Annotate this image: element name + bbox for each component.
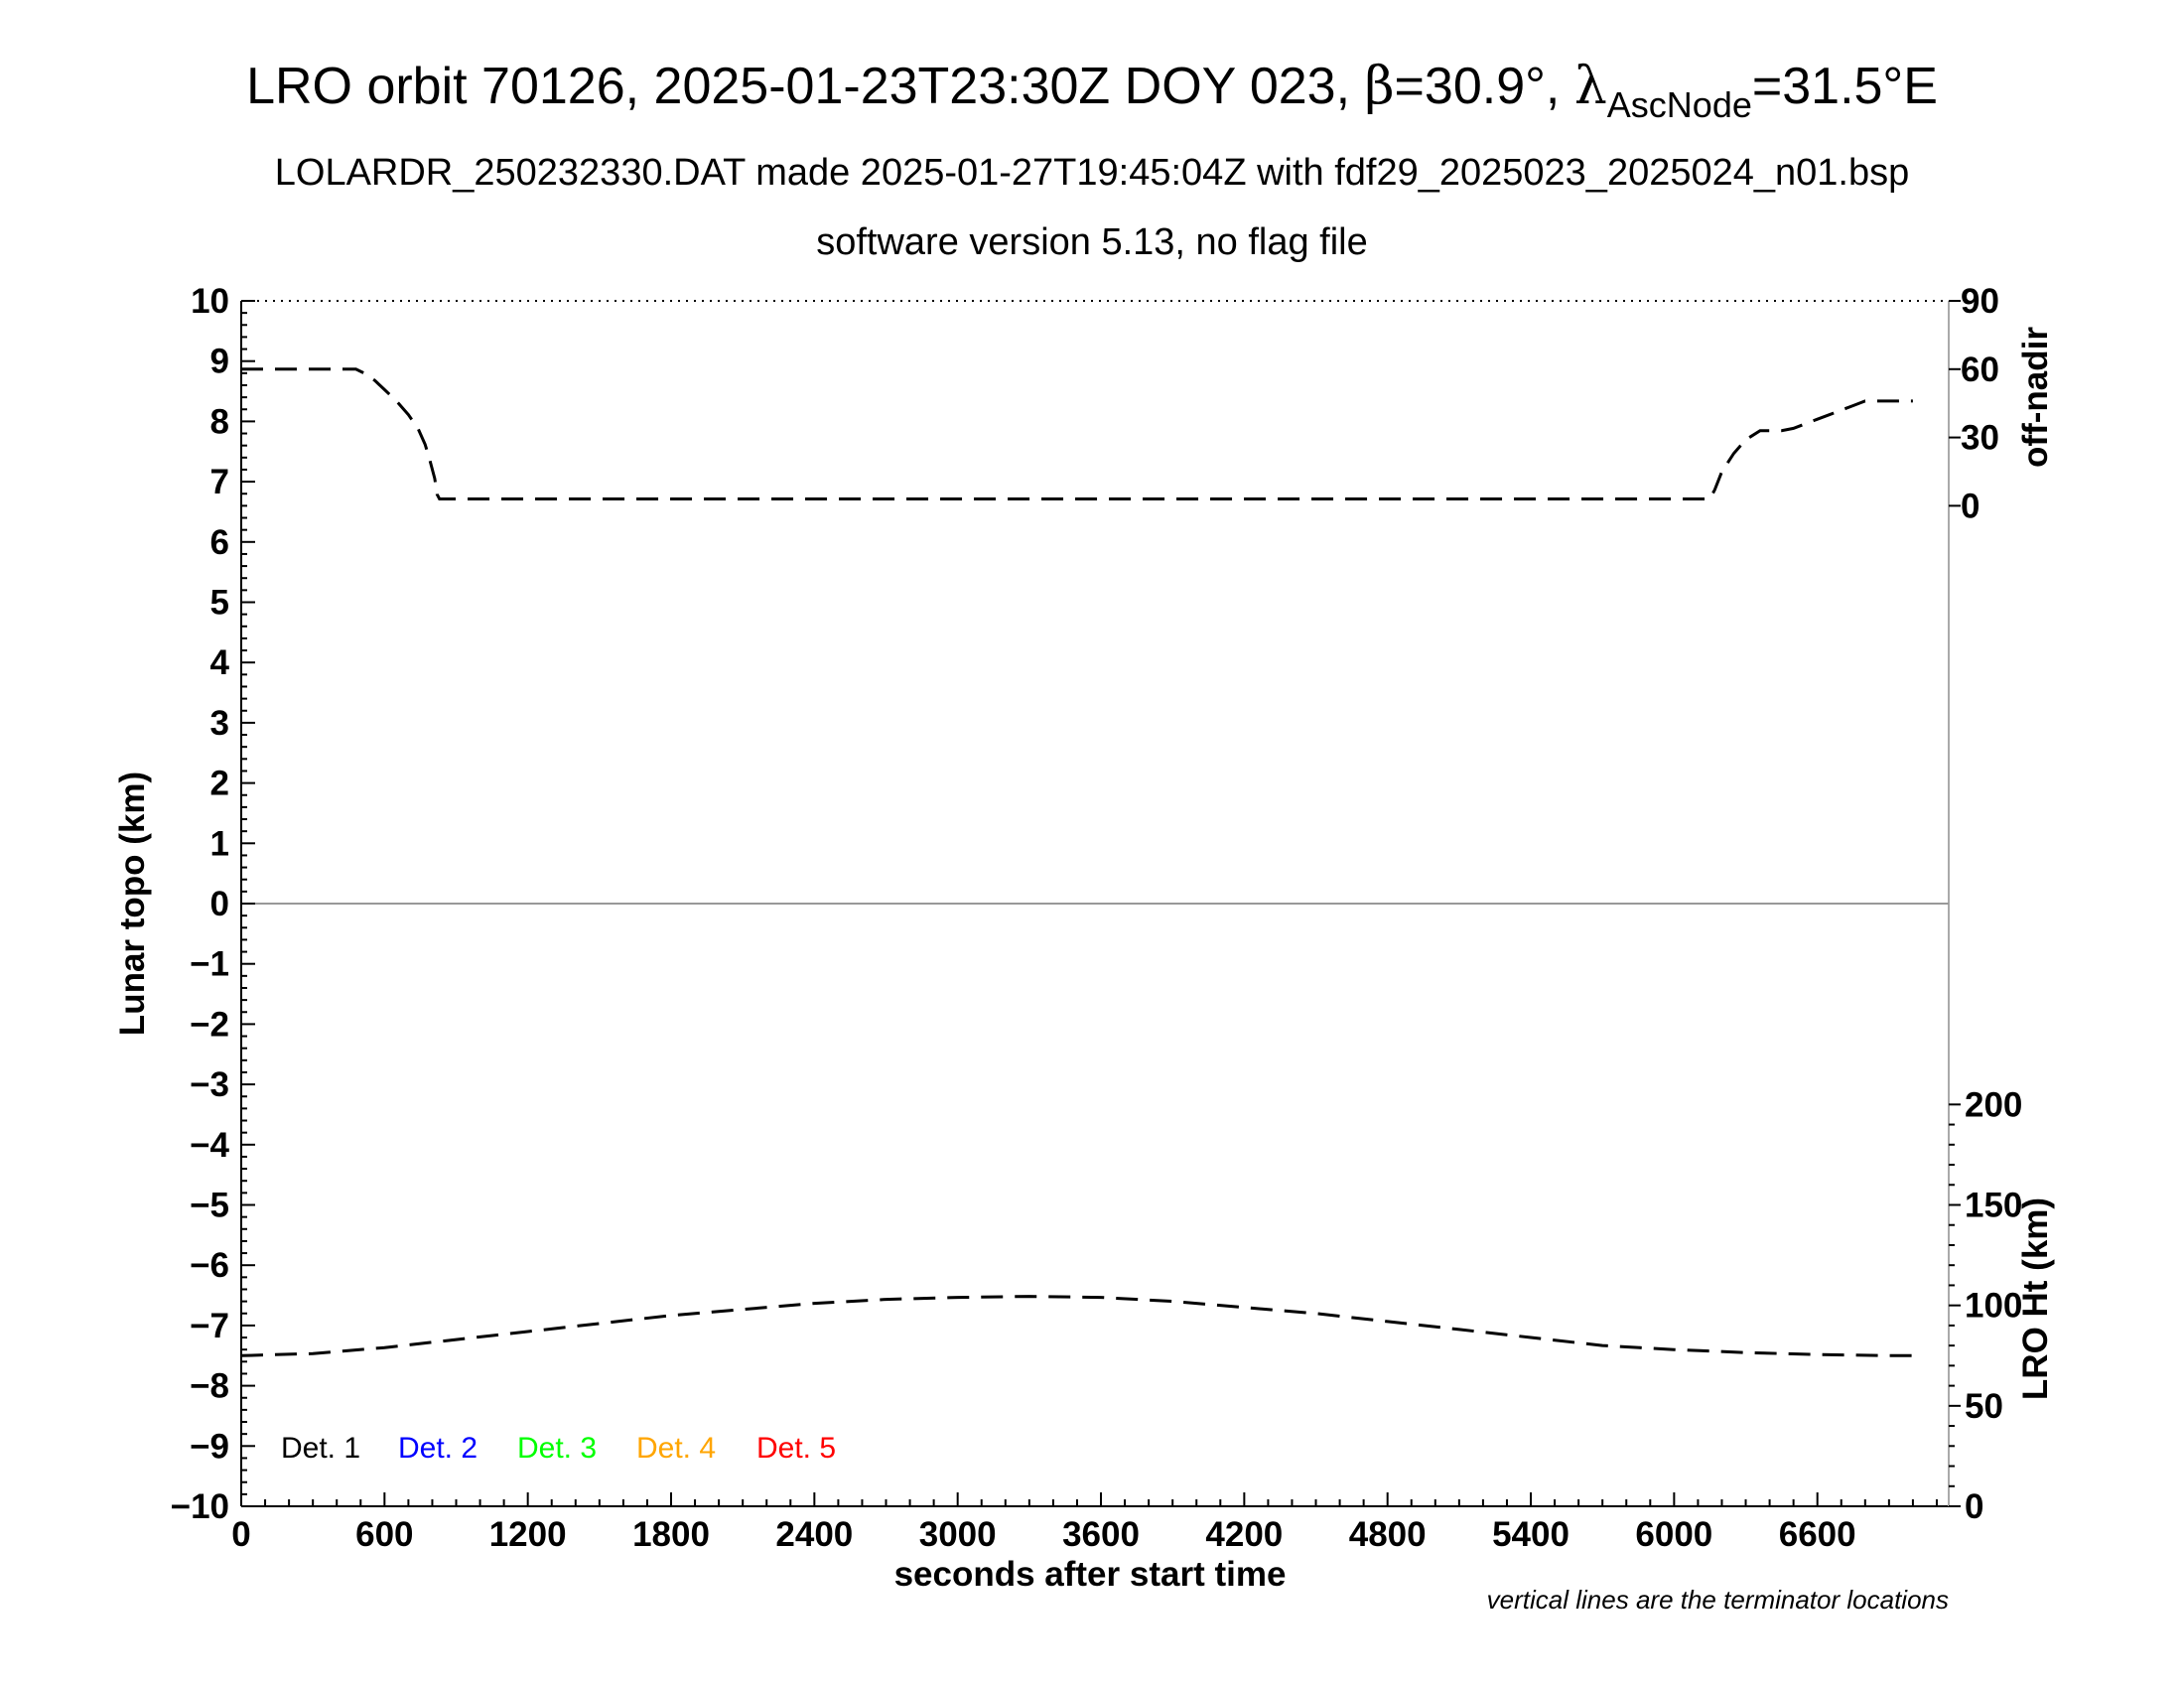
height-tick-label: 100 bbox=[1965, 1287, 2022, 1326]
height-tick-label: 0 bbox=[1965, 1487, 1983, 1526]
y-tick-label: 7 bbox=[210, 463, 229, 501]
height-tick-label: 50 bbox=[1965, 1387, 2003, 1426]
axis-ticks bbox=[240, 300, 1961, 1507]
x-tick-label: 5400 bbox=[1492, 1515, 1570, 1554]
y-tick-label: −5 bbox=[190, 1187, 229, 1225]
y-tick-label: 3 bbox=[210, 704, 229, 743]
chart-subtitle-file: LOLARDR_250232330.DAT made 2025-01-27T19… bbox=[275, 152, 1910, 194]
plot-frame bbox=[240, 300, 1950, 1507]
y-tick-label: 8 bbox=[210, 402, 229, 441]
axis-tick-labels: 0 600 1200 1800 2400 3000 3600 4200 4800 5400 6000… bbox=[171, 282, 2023, 1554]
title-lambda-symbol: λ bbox=[1574, 57, 1607, 116]
data-series bbox=[240, 367, 1913, 1357]
terminator-note: vertical lines are the terminator locati… bbox=[1487, 1585, 1949, 1615]
y-axis-label-offnadir: off-nadir bbox=[2016, 327, 2055, 468]
offnadir-angle-line bbox=[241, 367, 1913, 500]
height-tick-label: 150 bbox=[1965, 1187, 2022, 1225]
y-tick-label: 1 bbox=[210, 824, 229, 863]
y-tick-label: 9 bbox=[210, 343, 229, 381]
legend-item-det-3: Det. 3 bbox=[517, 1432, 597, 1465]
y-tick-label: −9 bbox=[190, 1427, 229, 1466]
y-tick-label: −4 bbox=[190, 1126, 229, 1165]
legend: Det. 1 Det. 2 Det. 3 Det. 4 Det. 5 bbox=[281, 1432, 836, 1465]
x-tick-label: 1200 bbox=[489, 1515, 567, 1554]
y-tick-label: 5 bbox=[210, 584, 229, 623]
y-tick-label: −3 bbox=[190, 1065, 229, 1104]
title-beta-value: =30.9°, bbox=[1395, 58, 1574, 115]
x-tick-label: 0 bbox=[231, 1515, 250, 1554]
y-tick-label: −6 bbox=[190, 1246, 229, 1285]
offnadir-tick-label: 0 bbox=[1961, 487, 1979, 525]
legend-item-det-1: Det. 1 bbox=[281, 1432, 360, 1465]
title-beta-symbol: β bbox=[1364, 57, 1394, 116]
lro-height-line bbox=[240, 1295, 1913, 1357]
x-tick-label: 4800 bbox=[1349, 1515, 1427, 1554]
y-tick-label: 0 bbox=[210, 885, 229, 923]
y-tick-label: 2 bbox=[210, 765, 229, 803]
y-tick-label: 6 bbox=[210, 523, 229, 562]
x-tick-label: 1800 bbox=[632, 1515, 710, 1554]
x-tick-label: 3600 bbox=[1062, 1515, 1140, 1554]
offnadir-tick-label: 30 bbox=[1961, 419, 1999, 458]
y-tick-label: −7 bbox=[190, 1307, 229, 1345]
y-tick-label: 4 bbox=[210, 643, 230, 682]
chart-subtitle-software: software version 5.13, no flag file bbox=[816, 221, 1368, 263]
title-lambda-subscript: AscNode bbox=[1607, 84, 1752, 125]
legend-item-det-4: Det. 4 bbox=[636, 1432, 716, 1465]
legend-item-det-5: Det. 5 bbox=[756, 1432, 836, 1465]
x-tick-label: 6000 bbox=[1635, 1515, 1712, 1554]
x-tick-label: 600 bbox=[355, 1515, 413, 1554]
height-tick-label: 200 bbox=[1965, 1085, 2022, 1124]
y-tick-label: −10 bbox=[171, 1487, 229, 1526]
title-prefix: LRO orbit 70126, 2025-01-23T23:30Z DOY 0… bbox=[246, 58, 1364, 115]
x-tick-label: 3000 bbox=[919, 1515, 997, 1554]
x-tick-label: 4200 bbox=[1205, 1515, 1283, 1554]
y-tick-label: −2 bbox=[190, 1005, 229, 1044]
legend-item-det-2: Det. 2 bbox=[398, 1432, 478, 1465]
y-axis-label-left: Lunar topo (km) bbox=[113, 772, 152, 1036]
offnadir-tick-label: 60 bbox=[1961, 351, 1999, 389]
x-tick-label: 2400 bbox=[775, 1515, 853, 1554]
x-axis-label: seconds after start time bbox=[894, 1555, 1287, 1594]
title-lambda-value: =31.5°E bbox=[1752, 58, 1938, 115]
y-tick-label: −8 bbox=[190, 1367, 229, 1406]
x-tick-label: 6600 bbox=[1779, 1515, 1856, 1554]
y-tick-label: −1 bbox=[190, 945, 229, 984]
y-tick-label: 10 bbox=[191, 282, 229, 321]
offnadir-tick-label: 90 bbox=[1961, 282, 1999, 321]
chart-title: LRO orbit 70126, 2025-01-23T23:30Z DOY 0… bbox=[246, 57, 1938, 125]
y-axis-label-lro-height: LRO Ht (km) bbox=[2016, 1197, 2055, 1400]
